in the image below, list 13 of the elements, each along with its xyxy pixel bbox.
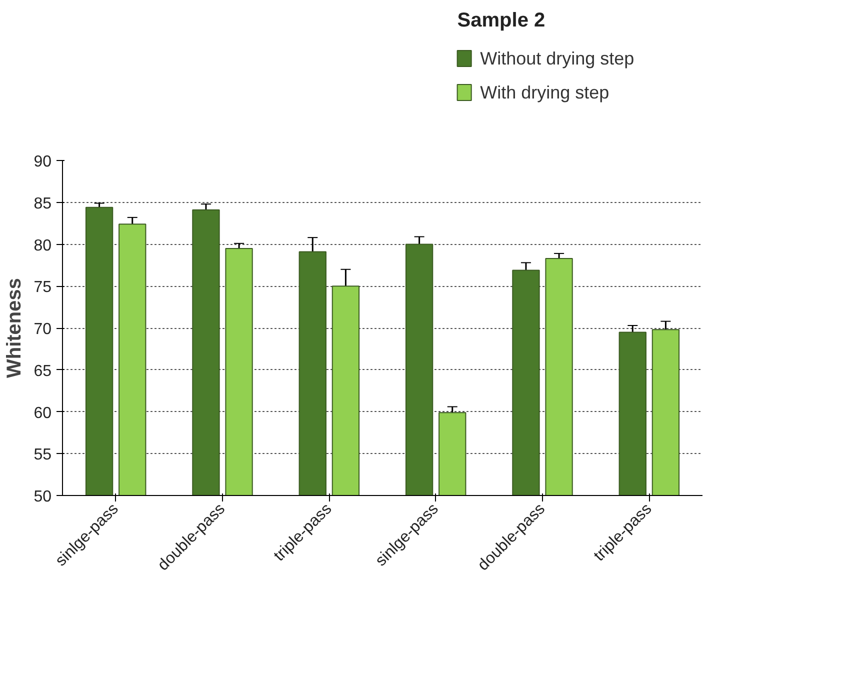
legend-label: Without drying step [480, 48, 634, 68]
y-tick-label: 65 [34, 362, 52, 380]
legend-label: With drying step [480, 82, 610, 102]
y-tick-label: 50 [34, 488, 52, 506]
y-tick-label: 80 [34, 237, 52, 254]
y-tick-label: 90 [34, 154, 52, 170]
y-tick-label: 70 [34, 321, 52, 338]
y-tick-label: 85 [34, 195, 52, 212]
y-tick-label: 75 [34, 279, 52, 296]
legend-title: Sample 2 [457, 10, 546, 32]
y-axis-title: Whiteness [4, 278, 26, 378]
y-tick-label: 60 [34, 404, 52, 422]
y-tick-label: 55 [34, 446, 52, 464]
